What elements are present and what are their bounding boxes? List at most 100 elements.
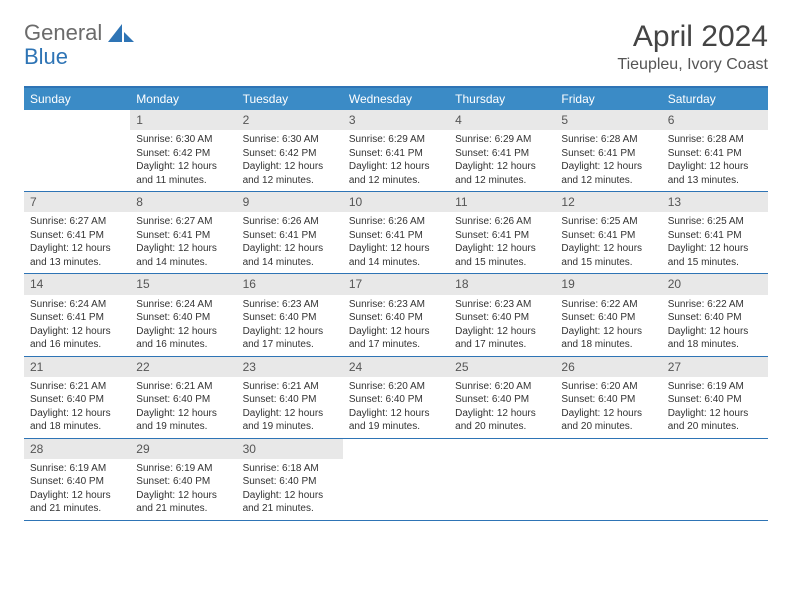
- day-details: Sunrise: 6:28 AMSunset: 6:41 PMDaylight:…: [555, 130, 661, 191]
- day-number: 8: [130, 192, 236, 212]
- day-number: 12: [555, 192, 661, 212]
- day-line: Sunrise: 6:21 AM: [243, 380, 337, 394]
- day-line: Sunrise: 6:27 AM: [30, 215, 124, 229]
- day-line: Daylight: 12 hours: [136, 407, 230, 421]
- day-number: 27: [662, 357, 768, 377]
- logo-text-blue: Blue: [24, 44, 68, 70]
- day-line: and 21 minutes.: [30, 502, 124, 516]
- day-line: Sunrise: 6:22 AM: [668, 298, 762, 312]
- calendar-cell: 23Sunrise: 6:21 AMSunset: 6:40 PMDayligh…: [237, 357, 343, 438]
- day-line: and 20 minutes.: [668, 420, 762, 434]
- day-line: Sunrise: 6:25 AM: [561, 215, 655, 229]
- day-number: 22: [130, 357, 236, 377]
- day-details: Sunrise: 6:27 AMSunset: 6:41 PMDaylight:…: [130, 212, 236, 273]
- day-details: Sunrise: 6:21 AMSunset: 6:40 PMDaylight:…: [237, 377, 343, 438]
- day-details: Sunrise: 6:23 AMSunset: 6:40 PMDaylight:…: [237, 295, 343, 356]
- day-number: 23: [237, 357, 343, 377]
- day-number: [449, 439, 555, 443]
- day-number: 18: [449, 274, 555, 294]
- day-line: Sunrise: 6:29 AM: [455, 133, 549, 147]
- day-header-sunday: Sunday: [24, 88, 130, 110]
- day-line: and 20 minutes.: [561, 420, 655, 434]
- day-line: Sunset: 6:40 PM: [349, 311, 443, 325]
- day-line: and 11 minutes.: [136, 174, 230, 188]
- day-line: Sunrise: 6:30 AM: [136, 133, 230, 147]
- day-header-monday: Monday: [130, 88, 236, 110]
- day-line: Daylight: 12 hours: [349, 160, 443, 174]
- day-line: Sunrise: 6:19 AM: [30, 462, 124, 476]
- day-details: Sunrise: 6:20 AMSunset: 6:40 PMDaylight:…: [343, 377, 449, 438]
- day-line: Sunrise: 6:28 AM: [561, 133, 655, 147]
- day-line: Sunset: 6:42 PM: [136, 147, 230, 161]
- day-line: and 13 minutes.: [668, 174, 762, 188]
- day-line: Sunset: 6:41 PM: [30, 229, 124, 243]
- calendar-cell: 30Sunrise: 6:18 AMSunset: 6:40 PMDayligh…: [237, 439, 343, 520]
- day-number: 14: [24, 274, 130, 294]
- day-details: Sunrise: 6:23 AMSunset: 6:40 PMDaylight:…: [343, 295, 449, 356]
- day-line: Sunset: 6:40 PM: [243, 311, 337, 325]
- calendar-cell: 26Sunrise: 6:20 AMSunset: 6:40 PMDayligh…: [555, 357, 661, 438]
- day-number: 29: [130, 439, 236, 459]
- day-number: 2: [237, 110, 343, 130]
- calendar-cell: 18Sunrise: 6:23 AMSunset: 6:40 PMDayligh…: [449, 274, 555, 355]
- day-line: Sunrise: 6:18 AM: [243, 462, 337, 476]
- day-line: Sunrise: 6:30 AM: [243, 133, 337, 147]
- day-number: 3: [343, 110, 449, 130]
- day-line: Sunrise: 6:26 AM: [243, 215, 337, 229]
- day-line: and 16 minutes.: [30, 338, 124, 352]
- day-line: and 19 minutes.: [243, 420, 337, 434]
- day-line: Daylight: 12 hours: [349, 407, 443, 421]
- day-details: Sunrise: 6:26 AMSunset: 6:41 PMDaylight:…: [343, 212, 449, 273]
- month-year: April 2024: [617, 20, 768, 54]
- day-line: Daylight: 12 hours: [349, 325, 443, 339]
- day-details: Sunrise: 6:30 AMSunset: 6:42 PMDaylight:…: [237, 130, 343, 191]
- day-line: and 17 minutes.: [455, 338, 549, 352]
- day-line: Sunset: 6:41 PM: [561, 147, 655, 161]
- day-line: Daylight: 12 hours: [455, 407, 549, 421]
- day-line: and 13 minutes.: [30, 256, 124, 270]
- day-details: Sunrise: 6:30 AMSunset: 6:42 PMDaylight:…: [130, 130, 236, 191]
- calendar-cell: 1Sunrise: 6:30 AMSunset: 6:42 PMDaylight…: [130, 110, 236, 191]
- day-number: 24: [343, 357, 449, 377]
- day-line: and 20 minutes.: [455, 420, 549, 434]
- day-details: Sunrise: 6:19 AMSunset: 6:40 PMDaylight:…: [130, 459, 236, 520]
- day-details: Sunrise: 6:20 AMSunset: 6:40 PMDaylight:…: [555, 377, 661, 438]
- day-line: and 19 minutes.: [136, 420, 230, 434]
- day-line: Sunrise: 6:19 AM: [668, 380, 762, 394]
- day-line: Sunset: 6:42 PM: [243, 147, 337, 161]
- day-line: Sunrise: 6:26 AM: [455, 215, 549, 229]
- day-number: 26: [555, 357, 661, 377]
- day-number: 19: [555, 274, 661, 294]
- day-line: Sunset: 6:41 PM: [455, 229, 549, 243]
- day-number: 13: [662, 192, 768, 212]
- day-line: Sunset: 6:40 PM: [349, 393, 443, 407]
- day-number: [24, 110, 130, 114]
- day-line: and 15 minutes.: [668, 256, 762, 270]
- day-details: Sunrise: 6:26 AMSunset: 6:41 PMDaylight:…: [237, 212, 343, 273]
- weeks-container: 1Sunrise: 6:30 AMSunset: 6:42 PMDaylight…: [24, 110, 768, 521]
- day-line: Sunrise: 6:20 AM: [349, 380, 443, 394]
- day-line: and 21 minutes.: [243, 502, 337, 516]
- day-details: Sunrise: 6:29 AMSunset: 6:41 PMDaylight:…: [343, 130, 449, 191]
- day-line: Sunrise: 6:21 AM: [136, 380, 230, 394]
- day-line: Sunset: 6:40 PM: [136, 311, 230, 325]
- day-header-wednesday: Wednesday: [343, 88, 449, 110]
- calendar-cell: 15Sunrise: 6:24 AMSunset: 6:40 PMDayligh…: [130, 274, 236, 355]
- day-details: Sunrise: 6:21 AMSunset: 6:40 PMDaylight:…: [130, 377, 236, 438]
- day-line: and 12 minutes.: [561, 174, 655, 188]
- day-line: Sunset: 6:40 PM: [455, 311, 549, 325]
- day-line: and 21 minutes.: [136, 502, 230, 516]
- day-details: Sunrise: 6:25 AMSunset: 6:41 PMDaylight:…: [662, 212, 768, 273]
- day-header-row: Sunday Monday Tuesday Wednesday Thursday…: [24, 88, 768, 110]
- day-details: Sunrise: 6:26 AMSunset: 6:41 PMDaylight:…: [449, 212, 555, 273]
- day-line: and 14 minutes.: [349, 256, 443, 270]
- calendar-cell: [449, 439, 555, 520]
- calendar-cell: [662, 439, 768, 520]
- day-line: Daylight: 12 hours: [349, 242, 443, 256]
- day-line: Sunrise: 6:26 AM: [349, 215, 443, 229]
- day-number: 6: [662, 110, 768, 130]
- day-line: and 19 minutes.: [349, 420, 443, 434]
- calendar-cell: [555, 439, 661, 520]
- day-line: and 15 minutes.: [455, 256, 549, 270]
- day-line: Sunset: 6:41 PM: [349, 147, 443, 161]
